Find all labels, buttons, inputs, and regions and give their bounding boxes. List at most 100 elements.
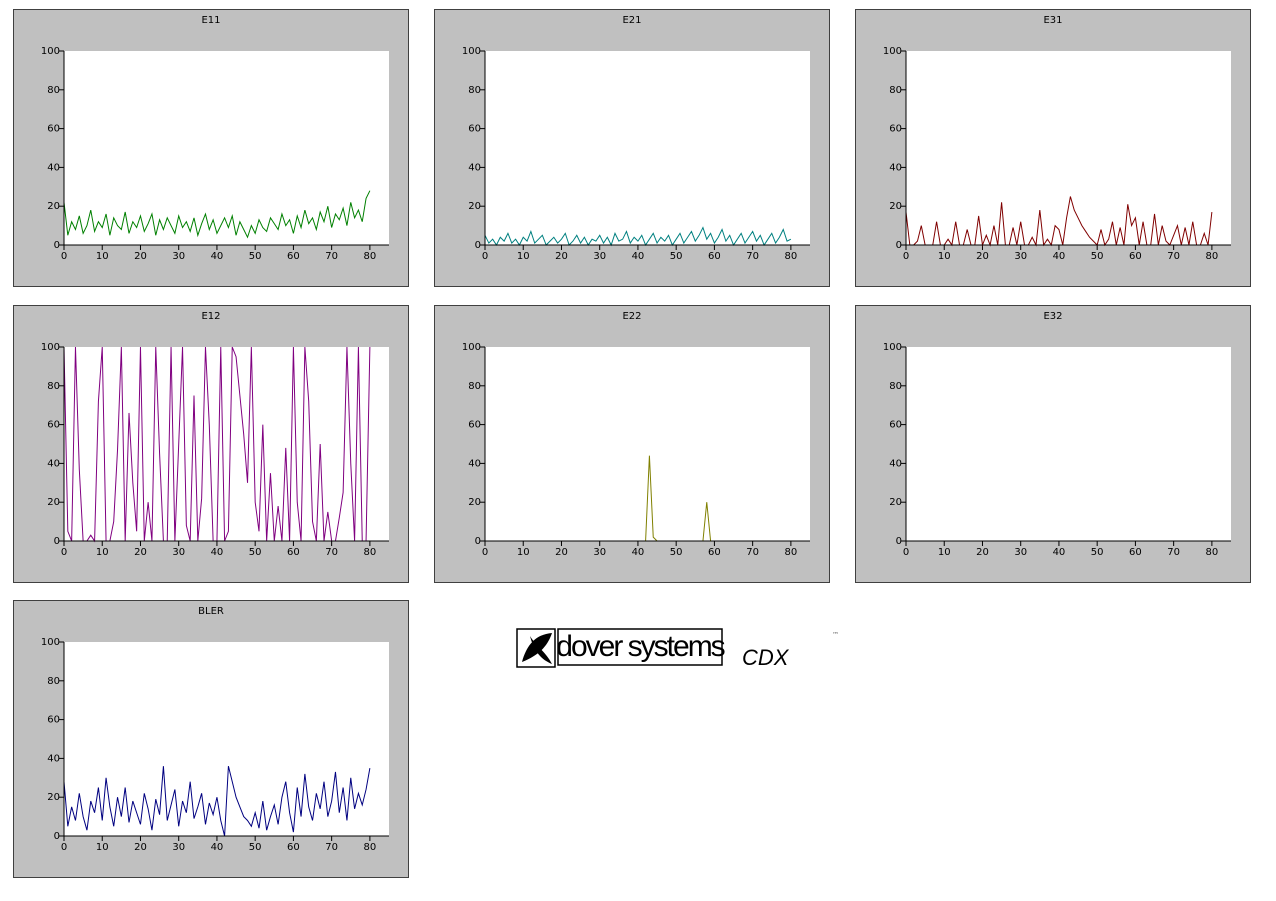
logo: dover systems CDX ™ — [516, 628, 839, 670]
x-tick-label: 0 — [61, 842, 67, 853]
y-tick-label: 100 — [41, 46, 60, 57]
x-tick-label: 20 — [134, 547, 147, 558]
y-tick-label: 40 — [468, 162, 481, 173]
y-tick-label: 60 — [468, 124, 481, 135]
chart-panel: BLER 0 20 40 60 80 100 0 10 20 30 40 50 60 70 80 — [13, 600, 409, 878]
x-tick-label: 30 — [172, 251, 185, 262]
y-tick-label: 60 — [889, 124, 902, 135]
y-tick-label: 0 — [54, 240, 60, 251]
y-tick-label: 100 — [41, 637, 60, 648]
x-tick-label: 10 — [938, 547, 951, 558]
x-tick-label: 0 — [61, 251, 67, 262]
x-tick-label: 40 — [1053, 547, 1066, 558]
y-tick-label: 20 — [889, 497, 902, 508]
x-tick-label: 0 — [903, 251, 909, 262]
x-tick-label: 50 — [1091, 547, 1104, 558]
y-tick-label: 20 — [889, 201, 902, 212]
x-tick-label: 40 — [1053, 251, 1066, 262]
chart-title: E11 — [201, 15, 220, 26]
x-tick-label: 50 — [249, 842, 262, 853]
y-tick-label: 40 — [468, 458, 481, 469]
plot-area — [485, 51, 810, 245]
x-tick-label: 70 — [1167, 547, 1180, 558]
x-tick-label: 20 — [555, 251, 568, 262]
x-tick-label: 40 — [211, 842, 224, 853]
x-tick-label: 0 — [61, 547, 67, 558]
x-tick-label: 20 — [134, 842, 147, 853]
x-tick-label: 80 — [785, 547, 798, 558]
x-tick-label: 60 — [287, 251, 300, 262]
y-tick-label: 20 — [47, 201, 60, 212]
y-tick-label: 0 — [475, 240, 481, 251]
chart-title: E22 — [622, 311, 641, 322]
y-tick-label: 80 — [47, 381, 60, 392]
chart-title: BLER — [198, 606, 224, 617]
x-tick-label: 10 — [517, 547, 530, 558]
chart-title: E12 — [201, 311, 220, 322]
y-tick-label: 0 — [896, 240, 902, 251]
brand: dover systems — [556, 630, 724, 663]
y-tick-label: 20 — [468, 201, 481, 212]
x-tick-label: 60 — [1129, 251, 1142, 262]
y-tick-label: 100 — [462, 46, 481, 57]
y-tick-label: 80 — [47, 676, 60, 687]
chart-title: E21 — [622, 15, 641, 26]
y-tick-label: 60 — [47, 715, 60, 726]
y-tick-label: 100 — [462, 342, 481, 353]
x-tick-label: 50 — [249, 547, 262, 558]
y-tick-label: 80 — [468, 381, 481, 392]
x-tick-label: 70 — [325, 842, 338, 853]
plot-area — [64, 51, 389, 245]
chart-title: E31 — [1043, 15, 1062, 26]
plot-area — [485, 347, 810, 541]
chart-panel: E22 0 20 40 60 80 100 0 10 20 30 40 50 60 70 80 — [434, 305, 830, 583]
y-tick-label: 20 — [47, 497, 60, 508]
y-tick-label: 80 — [889, 85, 902, 96]
y-tick-label: 40 — [889, 458, 902, 469]
x-tick-label: 30 — [593, 547, 606, 558]
y-tick-label: 40 — [47, 162, 60, 173]
y-tick-label: 40 — [889, 162, 902, 173]
x-tick-label: 30 — [1014, 251, 1027, 262]
data-line — [484, 226, 792, 247]
y-tick-label: 0 — [54, 831, 60, 842]
y-tick-label: 0 — [475, 536, 481, 547]
x-tick-label: 50 — [249, 251, 262, 262]
x-tick-label: 60 — [1129, 547, 1142, 558]
x-tick-label: 80 — [1206, 251, 1219, 262]
y-tick-label: 40 — [47, 753, 60, 764]
logo-icon — [522, 633, 552, 664]
logo-text-box — [557, 628, 723, 666]
y-tick-label: 0 — [896, 536, 902, 547]
data-line — [63, 766, 371, 837]
x-tick-label: 10 — [96, 251, 109, 262]
x-tick-label: 50 — [670, 547, 683, 558]
data-line — [63, 190, 371, 239]
x-tick-label: 40 — [211, 547, 224, 558]
y-tick-label: 0 — [54, 536, 60, 547]
chart-title: E32 — [1043, 311, 1062, 322]
x-tick-label: 70 — [1167, 251, 1180, 262]
y-tick-label: 100 — [883, 342, 902, 353]
x-tick-label: 30 — [593, 251, 606, 262]
x-tick-label: 80 — [785, 251, 798, 262]
x-tick-label: 20 — [134, 251, 147, 262]
y-tick-label: 80 — [468, 85, 481, 96]
y-tick-label: 20 — [468, 497, 481, 508]
x-tick-label: 30 — [1014, 547, 1027, 558]
x-tick-label: 10 — [96, 547, 109, 558]
x-tick-label: 80 — [364, 251, 377, 262]
x-tick-label: 70 — [325, 251, 338, 262]
x-tick-label: 80 — [364, 842, 377, 853]
x-tick-label: 30 — [172, 842, 185, 853]
x-tick-label: 70 — [746, 251, 759, 262]
x-tick-label: 40 — [632, 251, 645, 262]
chart-panel: E32 0 20 40 60 80 100 0 10 20 30 40 50 60 70 80 — [855, 305, 1251, 583]
plot-area — [906, 347, 1231, 541]
x-tick-label: 80 — [1206, 547, 1219, 558]
chart-panel: E21 0 20 40 60 80 100 0 10 20 30 40 50 60 70 80 — [434, 9, 830, 287]
x-tick-label: 70 — [746, 547, 759, 558]
y-tick-label: 100 — [883, 46, 902, 57]
